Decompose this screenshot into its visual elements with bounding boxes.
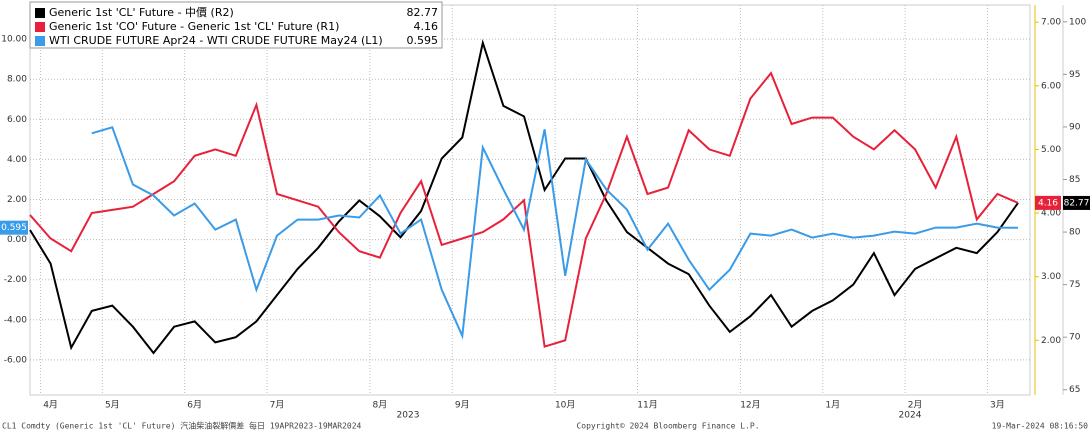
legend-value: 0.595 bbox=[407, 34, 439, 47]
x-tick-label: 9月 bbox=[455, 400, 470, 411]
y3-tick-label: 65 bbox=[1069, 385, 1080, 395]
legend-label: WTI CRUDE FUTURE Apr24 - WTI CRUDE FUTUR… bbox=[49, 34, 383, 47]
legend-value: 82.77 bbox=[407, 6, 439, 19]
series-line bbox=[29, 71, 1019, 348]
y-tick-label: 4.00 bbox=[7, 155, 27, 165]
y-tick-label: -2.00 bbox=[4, 275, 28, 285]
x-tick-label: 3月 bbox=[990, 400, 1005, 411]
legend-swatch bbox=[35, 36, 45, 46]
footer-left: CL1 Comdty (Generic 1st 'CL' Future) 汽油柴… bbox=[2, 421, 362, 431]
y2-tick-label: 7.00 bbox=[1041, 18, 1061, 28]
y-tick-label: -6.00 bbox=[4, 355, 28, 365]
legend: Generic 1st 'CL' Future - 中價 (R2) 82.77 Ge… bbox=[29, 1, 443, 49]
y-tick-label: 6.00 bbox=[7, 115, 27, 125]
y3-tick-label: 70 bbox=[1069, 333, 1081, 343]
value-badge bbox=[0, 220, 28, 235]
year-label: 2023 bbox=[397, 411, 420, 421]
legend-label: Generic 1st 'CL' Future - 中價 (R2) bbox=[49, 5, 234, 19]
series-line bbox=[91, 126, 1019, 340]
x-tick-label: 7月 bbox=[270, 400, 285, 411]
y-tick-label: 0.00 bbox=[7, 235, 27, 245]
legend-box bbox=[29, 1, 443, 49]
y2-tick-label: 4.00 bbox=[1041, 209, 1061, 219]
value-badge bbox=[1063, 195, 1090, 210]
value-badge bbox=[1035, 195, 1061, 210]
y2-tick-label: 6.00 bbox=[1041, 81, 1061, 91]
y-tick-label: -4.00 bbox=[4, 315, 28, 325]
x-tick-label: 11月 bbox=[637, 400, 657, 411]
y3-tick-label: 85 bbox=[1069, 175, 1080, 185]
y2-tick-label: 2.00 bbox=[1041, 336, 1061, 346]
y-tick-label: 8.00 bbox=[7, 75, 27, 85]
value-badge-label: 0.595 bbox=[1, 223, 27, 233]
y3-tick-label: 90 bbox=[1069, 122, 1081, 132]
y-tick-label: 2.00 bbox=[7, 195, 27, 205]
series-line bbox=[29, 38, 1019, 355]
x-tick-label: 2月 bbox=[908, 400, 923, 411]
year-label: 2024 bbox=[899, 411, 922, 421]
y3-tick-label: 100 bbox=[1069, 17, 1086, 27]
y2-tick-label: 3.00 bbox=[1041, 272, 1061, 282]
x-tick-label: 10月 bbox=[555, 400, 575, 411]
x-tick-label: 1月 bbox=[825, 400, 840, 411]
footer-center: Copyright© 2024 Bloomberg Finance L.P. bbox=[576, 422, 759, 431]
legend-swatch bbox=[35, 8, 45, 18]
footer-right: 19-Mar-2024 08:16:50 bbox=[992, 422, 1089, 431]
y3-tick-label: 80 bbox=[1069, 228, 1081, 238]
x-tick-label: 6月 bbox=[187, 400, 202, 411]
y3-tick-label: 95 bbox=[1069, 70, 1080, 80]
legend-label: Generic 1st 'CO' Future - Generic 1st 'C… bbox=[49, 20, 339, 33]
x-tick-label: 12月 bbox=[740, 400, 760, 411]
x-tick-label: 4月 bbox=[43, 400, 58, 411]
y3-tick-label: 75 bbox=[1069, 280, 1080, 290]
value-badge-label: 4.16 bbox=[1038, 198, 1058, 208]
x-tick-label: 5月 bbox=[105, 400, 120, 411]
y-tick-label: 10.00 bbox=[1, 35, 27, 45]
y2-tick-label: 5.00 bbox=[1041, 145, 1061, 155]
legend-swatch bbox=[35, 22, 45, 32]
x-tick-label: 8月 bbox=[373, 400, 388, 411]
legend-value: 4.16 bbox=[414, 20, 439, 33]
value-badge-label: 82.77 bbox=[1064, 198, 1090, 208]
